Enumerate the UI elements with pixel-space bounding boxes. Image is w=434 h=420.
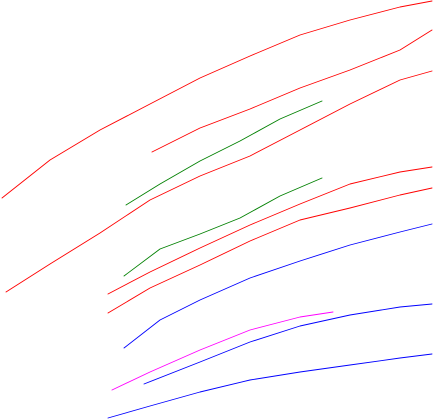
series-line-7 (123, 177, 323, 277)
series-line-10 (107, 353, 433, 419)
series-line-2 (5, 70, 433, 293)
series-line-3 (151, 29, 433, 153)
series-line-9 (143, 303, 433, 385)
series-line-4 (107, 166, 433, 295)
series-line-5 (107, 187, 433, 314)
series-line-6 (125, 100, 323, 206)
series-line-8 (123, 223, 433, 349)
series-line-11 (111, 311, 334, 391)
series-line-1 (1, 0, 433, 199)
